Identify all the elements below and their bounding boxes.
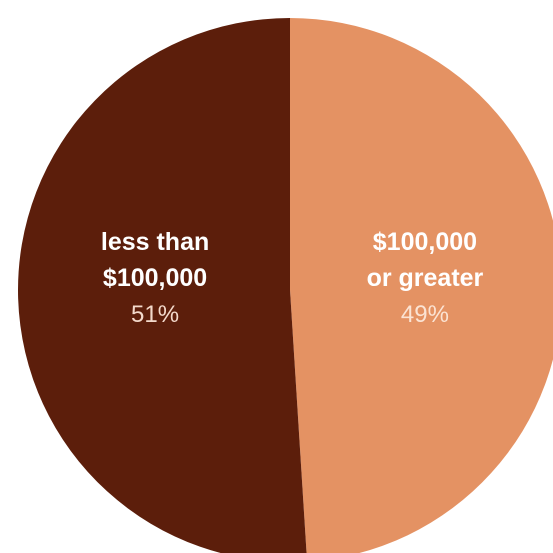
slice-category-label: $100,000 — [373, 228, 477, 256]
slice-label-group: $100,000 or greater 49% — [367, 228, 484, 328]
slices-layer — [18, 18, 553, 553]
slice-label-group: less than $100,000 51% — [101, 228, 209, 328]
pie-slice — [290, 18, 553, 553]
slice-category-label: or greater — [367, 264, 484, 292]
slice-value-label: 49% — [401, 301, 449, 328]
slice-value-label: 51% — [131, 301, 179, 328]
slice-category-label: $100,000 — [103, 264, 207, 292]
labels-layer: $100,000 or greater 49% less than $100,000 51… — [101, 228, 484, 328]
pie-slice — [18, 18, 307, 553]
slice-category-label: less than — [101, 228, 209, 256]
